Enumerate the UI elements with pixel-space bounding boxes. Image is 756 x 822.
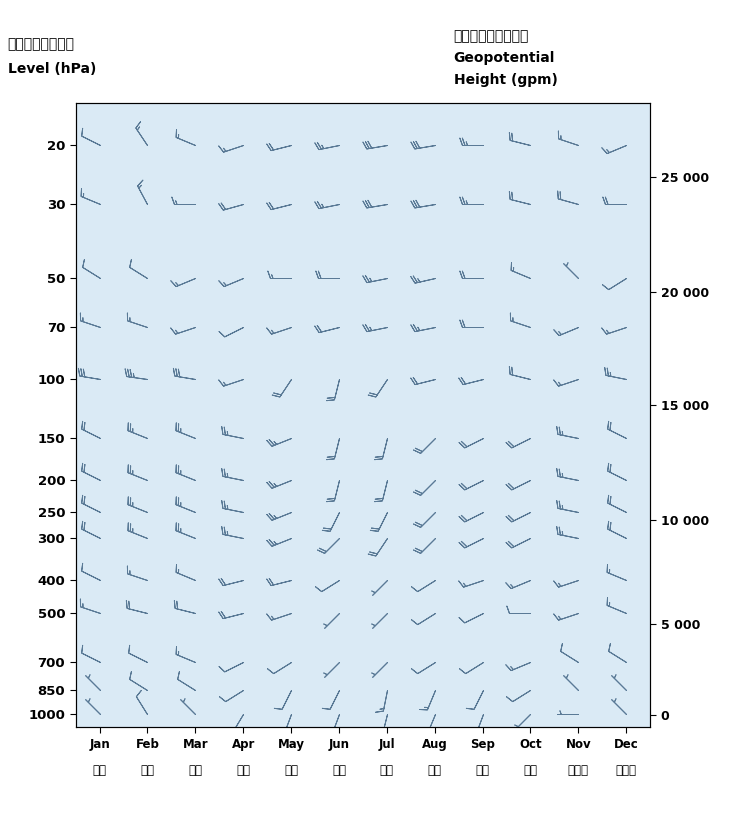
Text: 七月: 七月 bbox=[380, 764, 394, 778]
Text: 九月: 九月 bbox=[476, 764, 490, 778]
Text: 三月: 三月 bbox=[188, 764, 203, 778]
Text: 十二月: 十二月 bbox=[615, 764, 637, 778]
Text: 五月: 五月 bbox=[284, 764, 298, 778]
Text: Geopotential: Geopotential bbox=[454, 51, 555, 65]
Text: 高度（百帕斯卡）: 高度（百帕斯卡） bbox=[8, 37, 75, 51]
Text: 四月: 四月 bbox=[236, 764, 250, 778]
Text: 二月: 二月 bbox=[141, 764, 154, 778]
Text: 十月: 十月 bbox=[523, 764, 538, 778]
Text: Height (gpm): Height (gpm) bbox=[454, 73, 557, 87]
Text: 一月: 一月 bbox=[92, 764, 107, 778]
Text: 十一月: 十一月 bbox=[568, 764, 589, 778]
Text: 位勢高度（位勢米）: 位勢高度（位勢米） bbox=[454, 29, 529, 43]
Text: 八月: 八月 bbox=[428, 764, 442, 778]
Text: Level (hPa): Level (hPa) bbox=[8, 62, 96, 76]
Text: 六月: 六月 bbox=[332, 764, 346, 778]
